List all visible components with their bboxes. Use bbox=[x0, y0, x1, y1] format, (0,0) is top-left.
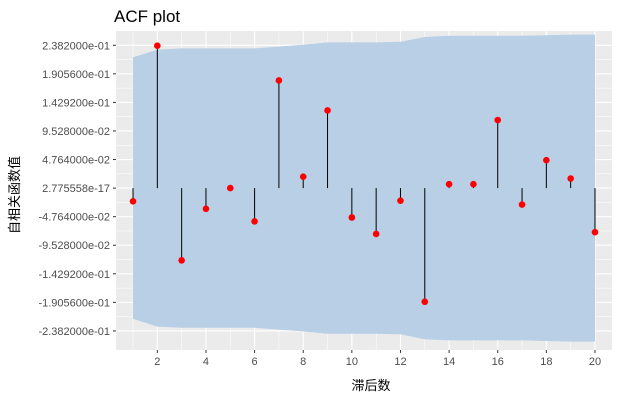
x-tick-label: 14 bbox=[443, 356, 455, 368]
x-tick-label: 18 bbox=[540, 356, 552, 368]
y-tick-label: 2.775558e-17 bbox=[42, 183, 110, 195]
x-tick-label: 2 bbox=[154, 356, 160, 368]
y-tick-label: 4.764000e-02 bbox=[42, 155, 110, 167]
acf-point bbox=[129, 197, 137, 205]
x-tick-label: 16 bbox=[492, 356, 504, 368]
acf-point bbox=[445, 180, 453, 188]
y-tick-label: -9.528000e-02 bbox=[38, 240, 110, 252]
acf-point bbox=[178, 257, 185, 264]
acf-point bbox=[518, 201, 526, 208]
acf-point bbox=[226, 184, 234, 192]
y-tick-label: -1.429200e-01 bbox=[38, 269, 110, 281]
x-axis-title: 滞后数 bbox=[351, 379, 390, 394]
x-tick-label: 8 bbox=[300, 356, 306, 368]
x-tick-label: 6 bbox=[252, 356, 258, 368]
y-tick-label: -4.764000e-02 bbox=[38, 212, 110, 224]
x-tick-label: 4 bbox=[203, 356, 209, 368]
acf-point bbox=[275, 77, 283, 84]
y-axis-title: 自相关函数值 bbox=[7, 156, 23, 234]
chart-title: ACF plot bbox=[114, 7, 180, 26]
acf-point bbox=[372, 230, 380, 238]
x-tick-label: 10 bbox=[346, 356, 358, 368]
y-tick-label: 2.382000e-01 bbox=[42, 40, 110, 52]
y-tick-label: 1.429200e-01 bbox=[42, 97, 110, 109]
acf-point bbox=[202, 205, 210, 213]
y-tick-label: -2.382000e-01 bbox=[38, 326, 110, 338]
acf-point bbox=[397, 197, 404, 204]
y-axis-ticks: 2.382000e-01 1.905600e-01 1.429200e-01 9.52… bbox=[38, 40, 116, 338]
x-tick-label: 20 bbox=[589, 356, 601, 368]
acf-point bbox=[470, 180, 477, 188]
x-axis-ticks: 2 4 6 8 10 12 14 16 18 20 bbox=[154, 350, 601, 368]
acf-point bbox=[348, 214, 356, 221]
acf-point bbox=[494, 116, 502, 124]
confidence-band bbox=[133, 34, 595, 342]
acf-point bbox=[299, 173, 307, 181]
acf-point bbox=[543, 156, 550, 164]
y-tick-label: 1.905600e-01 bbox=[42, 69, 110, 81]
acf-point bbox=[251, 218, 258, 225]
acf-point bbox=[591, 228, 599, 236]
point-layer bbox=[129, 42, 599, 306]
x-tick-label: 12 bbox=[394, 356, 406, 368]
y-tick-label: 9.528000e-02 bbox=[42, 126, 110, 138]
acf-point bbox=[154, 42, 161, 49]
acf-point bbox=[421, 298, 429, 306]
confidence-band-layer bbox=[133, 34, 595, 342]
acf-point bbox=[324, 107, 331, 114]
y-tick-label: -1.905600e-01 bbox=[38, 297, 110, 309]
acf-point bbox=[567, 175, 574, 182]
